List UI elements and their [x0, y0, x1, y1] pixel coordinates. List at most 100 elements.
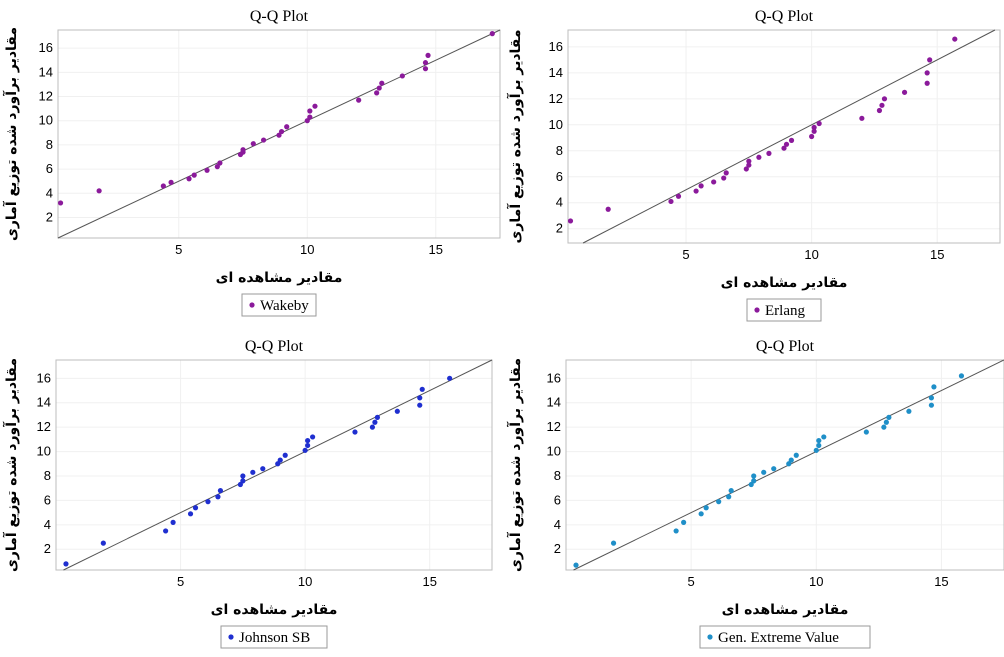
data-point [698, 183, 704, 189]
x-tick-label: 5 [177, 574, 184, 589]
data-point [879, 102, 885, 108]
legend-label: Johnson SB [239, 630, 310, 646]
data-point [751, 473, 757, 479]
legend-marker [754, 307, 760, 313]
data-point [748, 481, 754, 488]
legend: Erlang [746, 298, 822, 322]
data-point [217, 488, 224, 494]
y-tick-label: 14 [39, 64, 53, 79]
data-point [726, 494, 732, 500]
y-tick-label: 10 [547, 444, 561, 459]
data-point [756, 154, 762, 160]
data-point [605, 206, 611, 212]
data-point [240, 478, 246, 484]
data-point [788, 457, 794, 463]
data-point [761, 469, 767, 475]
x-tick-label: 5 [688, 574, 695, 589]
data-point [883, 419, 889, 425]
data-point [187, 511, 194, 517]
y-axis-label: مقادیر برآورد شده توزیع آماری [2, 27, 20, 241]
data-point [809, 133, 815, 140]
data-point [277, 457, 283, 463]
y-tick-label: 16 [549, 39, 563, 54]
x-tick-label: 10 [300, 242, 314, 257]
qq-panel-4: Q-Q Plot 5 10 15 2 4 6 8 10 12 14 16 مقادیر مشاهده ا… [506, 338, 1004, 649]
data-point [356, 97, 362, 103]
data-point [250, 141, 256, 147]
data-point [425, 52, 431, 58]
data-point [881, 96, 888, 102]
legend-marker [228, 634, 234, 640]
data-point [192, 505, 199, 511]
data-point [417, 395, 423, 401]
data-point [489, 31, 495, 37]
data-point [305, 442, 311, 449]
legend-box [241, 293, 317, 317]
data-point [811, 124, 817, 131]
data-point [958, 373, 965, 379]
y-tick-label: 8 [44, 468, 51, 483]
data-point [57, 200, 64, 206]
data-point [307, 114, 313, 120]
legend-label: Erlang [765, 303, 805, 319]
data-point [237, 481, 243, 488]
data-point [217, 160, 223, 166]
data-point [711, 179, 717, 185]
legend-marker [249, 302, 255, 308]
legend-box [220, 625, 328, 649]
data-point [278, 128, 285, 135]
x-axis-label: مقادیر مشاهده ای [721, 275, 848, 291]
data-point [447, 375, 453, 381]
x-tick-label: 10 [298, 574, 312, 589]
chart-title: Q-Q Plot [755, 8, 814, 25]
data-point [901, 89, 908, 95]
data-point [811, 128, 817, 134]
data-point [170, 519, 176, 525]
data-point [721, 175, 727, 181]
y-tick-label: 4 [556, 195, 563, 210]
data-point [924, 70, 930, 76]
data-point [703, 505, 709, 511]
plot-frame [57, 29, 501, 239]
plot-frame [565, 359, 1004, 571]
x-tick-label: 15 [422, 574, 436, 589]
data-point [312, 103, 318, 109]
y-tick-label: 8 [554, 468, 561, 483]
y-tick-label: 4 [44, 517, 51, 532]
qq-panel-2: Q-Q Plot 5 10 15 2 4 6 8 10 12 14 16 مقادیر مشاهده ا… [506, 8, 1001, 322]
x-tick-label: 5 [682, 247, 689, 262]
data-point [374, 90, 380, 96]
legend-box [699, 625, 871, 649]
data-point [821, 434, 827, 440]
data-point [859, 115, 865, 121]
x-tick-label: 10 [804, 247, 818, 262]
data-point [419, 386, 425, 392]
data-point [240, 473, 246, 479]
x-axis-label: مقادیر مشاهده ای [216, 270, 343, 286]
data-point [746, 162, 752, 168]
y-tick-label: 10 [549, 117, 563, 132]
data-point [214, 164, 220, 170]
y-tick-label: 12 [37, 419, 51, 434]
data-point [168, 179, 174, 185]
legend-label: Gen. Extreme Value [718, 630, 839, 646]
data-point [260, 466, 266, 472]
y-tick-label: 14 [547, 395, 561, 410]
y-tick-label: 6 [554, 492, 561, 507]
chart-title: Q-Q Plot [250, 8, 309, 25]
data-point [304, 118, 310, 124]
data-point [876, 107, 883, 114]
data-point [374, 414, 380, 420]
legend-label: Wakeby [260, 298, 309, 314]
y-axis-label: مقادیر برآورد شده توزیع آماری [506, 358, 524, 572]
data-point [417, 402, 423, 408]
chart-title: Q-Q Plot [245, 338, 304, 355]
data-point [786, 461, 792, 467]
y-tick-label: 12 [39, 89, 53, 104]
data-point [781, 145, 787, 151]
data-point [399, 73, 405, 79]
data-point [728, 488, 734, 494]
data-point [422, 60, 429, 66]
legend-box [746, 298, 822, 322]
data-point [716, 499, 722, 505]
